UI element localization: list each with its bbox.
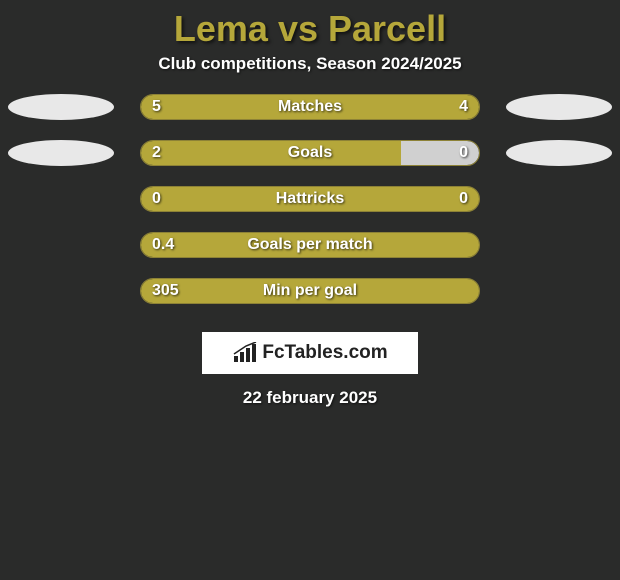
stat-value-left: 305 <box>152 278 179 304</box>
stat-value-left: 0 <box>152 186 161 212</box>
logo-text: FcTables.com <box>232 342 387 364</box>
stat-value-right: 4 <box>459 94 468 120</box>
stat-row: Matches5 4 <box>0 94 620 140</box>
stat-row: Goals per match0.4 <box>0 232 620 278</box>
stat-value-left: 0.4 <box>152 232 174 258</box>
stat-label: Goals per match <box>140 232 480 258</box>
stat-value-left: 2 <box>152 140 161 166</box>
source-logo: FcTables.com <box>202 332 418 374</box>
stat-label: Matches <box>140 94 480 120</box>
logo-label: FcTables.com <box>262 342 387 364</box>
stat-label: Hattricks <box>140 186 480 212</box>
player-right-ellipse <box>506 140 612 166</box>
stat-row: Goals2 0 <box>0 140 620 186</box>
stat-value-left: 5 <box>152 94 161 120</box>
stat-label: Goals <box>140 140 480 166</box>
bar-chart-icon <box>232 342 258 364</box>
date-line: 22 february 2025 <box>0 388 620 408</box>
page-subtitle: Club competitions, Season 2024/2025 <box>0 54 620 94</box>
stat-value-right: 0 <box>459 140 468 166</box>
page-title: Lema vs Parcell <box>0 0 620 54</box>
stats-container: Matches54Goals20Hattricks00Goals per mat… <box>0 94 620 324</box>
stat-row: Min per goal305 <box>0 278 620 324</box>
stat-row: Hattricks0 0 <box>0 186 620 232</box>
stat-value-right: 0 <box>459 186 468 212</box>
player-left-ellipse <box>8 94 114 120</box>
player-right-ellipse <box>506 94 612 120</box>
stat-label: Min per goal <box>140 278 480 304</box>
player-left-ellipse <box>8 140 114 166</box>
